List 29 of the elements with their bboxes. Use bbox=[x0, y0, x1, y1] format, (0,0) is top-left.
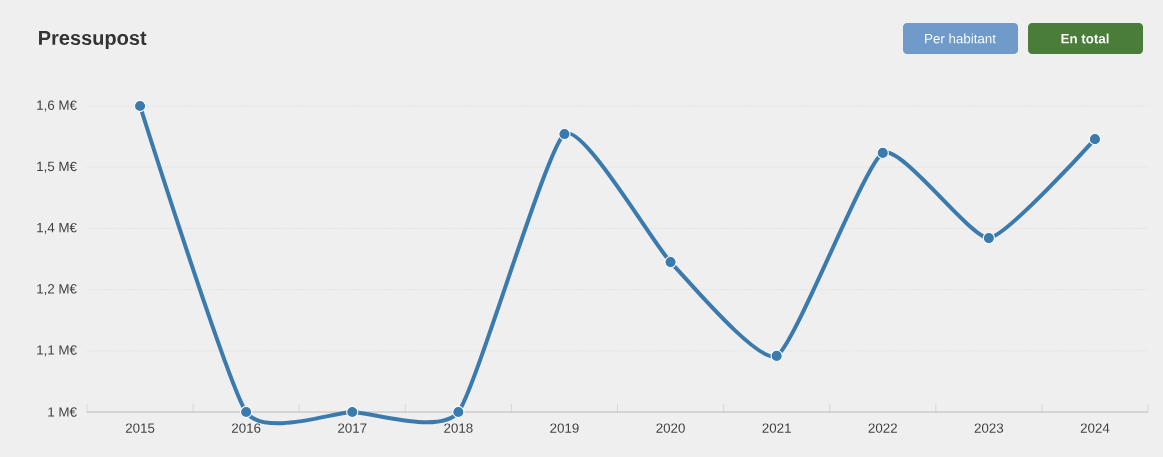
x-tick-label: 2017 bbox=[338, 423, 367, 433]
point bbox=[240, 405, 253, 419]
x-tick-label: 2015 bbox=[125, 423, 155, 433]
x-tick-label: 2016 bbox=[231, 423, 261, 433]
point bbox=[1088, 133, 1102, 146]
point bbox=[664, 255, 677, 269]
x-tick-label: 2021 bbox=[762, 423, 791, 433]
y-tick-label: 1,6 M€ bbox=[37, 100, 77, 112]
point bbox=[558, 127, 571, 141]
y-tick-label: 1,2 M€ bbox=[37, 284, 77, 296]
x-tick-label: 2018 bbox=[444, 423, 473, 433]
text: En total bbox=[1061, 33, 1109, 44]
point bbox=[876, 146, 889, 160]
x-tick-label: 2019 bbox=[550, 423, 579, 433]
y-tick-label: 1,5 M€ bbox=[37, 161, 77, 173]
y-tick-label: 1 M€ bbox=[48, 407, 77, 417]
point bbox=[982, 231, 995, 245]
point bbox=[133, 99, 147, 113]
chart-title: Pressupost bbox=[39, 31, 147, 49]
x-tick-label: 2023 bbox=[974, 423, 1004, 433]
point bbox=[452, 405, 465, 419]
point bbox=[770, 349, 783, 363]
x-tick-label: 2024 bbox=[1080, 423, 1110, 433]
point bbox=[346, 405, 359, 419]
x-tick-label: 2022 bbox=[868, 423, 897, 433]
y-tick-label: 1,4 M€ bbox=[37, 222, 77, 234]
text: Per habitant bbox=[925, 33, 996, 44]
y-tick-label: 1,1 M€ bbox=[37, 345, 77, 357]
x-tick-label: 2020 bbox=[656, 423, 685, 433]
